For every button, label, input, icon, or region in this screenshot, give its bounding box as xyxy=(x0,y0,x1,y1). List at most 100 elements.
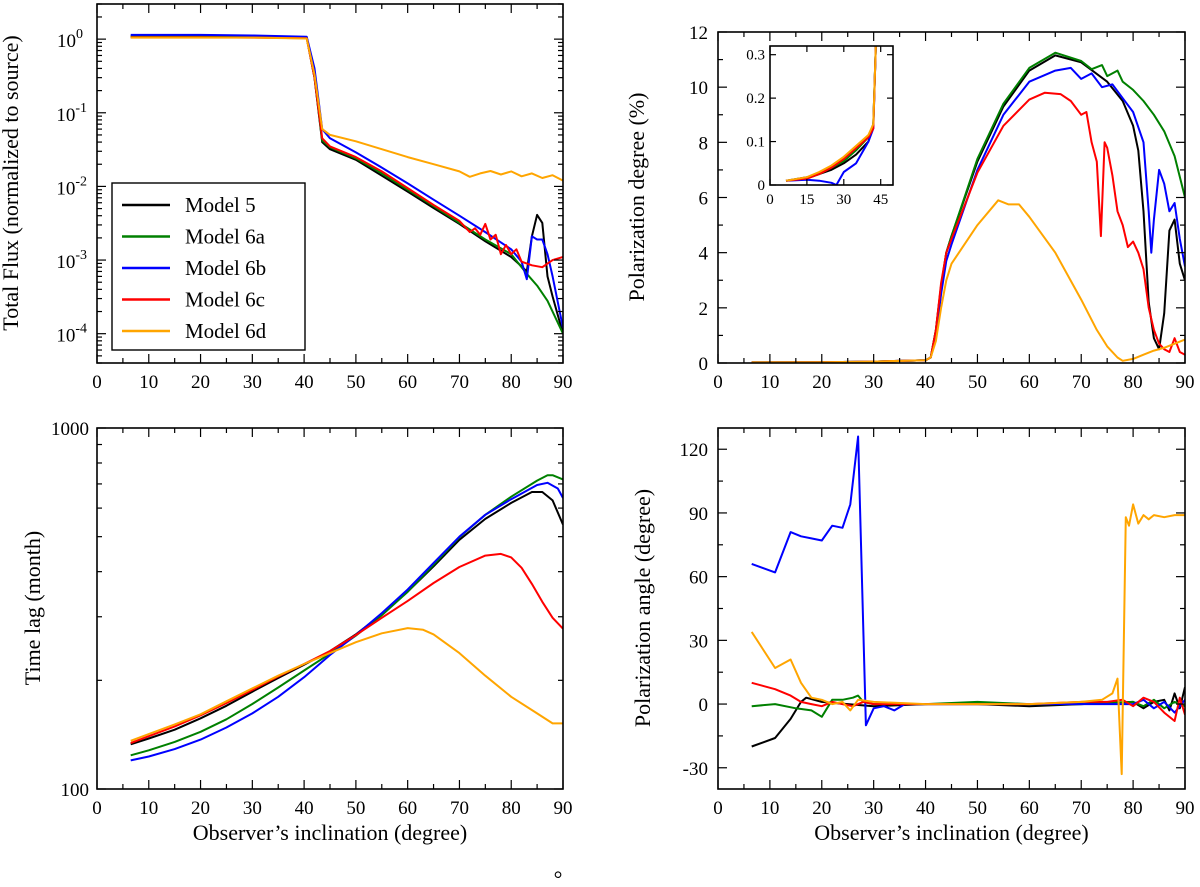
panel-flux: 0 10 20 30 40 50 60 70 80 9010-410-310-210-1100To… xyxy=(0,3,573,393)
legend-label: Model 6a xyxy=(185,225,266,249)
legend-label: Model 6d xyxy=(185,319,267,343)
timelag-xtick-label: 30 xyxy=(243,798,262,819)
poldeg-ytick-label: 6 xyxy=(699,189,709,210)
poldeg-ytick-label: 4 xyxy=(699,244,709,265)
flux-ytick-base: 10 xyxy=(57,31,76,52)
inset-ytick-label: 0.3 xyxy=(746,48,765,64)
flux-series-model-6d xyxy=(130,36,563,182)
poldeg-ytick-label: 8 xyxy=(699,133,709,154)
timelag-series-model-6c xyxy=(130,552,563,745)
flux-ylabel: Total Flux (normalized to source) xyxy=(0,35,23,330)
polang-xtick-label: 50 xyxy=(968,798,987,819)
timelag-series-model-6b xyxy=(130,481,563,762)
flux-xtick-label: 40 xyxy=(295,372,314,393)
timelag-series-model-6d xyxy=(130,627,563,742)
poldeg-series-group xyxy=(751,51,1185,363)
poldeg-ytick-label: 2 xyxy=(699,299,709,320)
poldeg-ytick-label: 0 xyxy=(699,354,709,375)
timelag-ytick-label: 1000 xyxy=(51,419,89,440)
poldeg-xtick-label: 10 xyxy=(760,372,779,393)
flux-ytick-exp: -4 xyxy=(75,322,87,337)
flux-ytick-label: 10-2 xyxy=(56,174,87,199)
flux-ytick-label: 10-1 xyxy=(56,101,87,126)
polang-xtick-label: 90 xyxy=(1176,798,1195,819)
polang-ytick-label: 120 xyxy=(680,440,709,461)
inset-xtick-label: 45 xyxy=(873,192,888,208)
timelag-frame xyxy=(96,427,564,790)
flux-ytick-base: 10 xyxy=(56,178,75,199)
flux-xtick-label: 90 xyxy=(554,372,573,393)
poldeg-ytick-label: 10 xyxy=(689,78,708,99)
flux-ytick-base: 10 xyxy=(56,326,75,347)
inset-ytick-label: 0.1 xyxy=(746,135,765,151)
flux-ytick-exp: -2 xyxy=(75,174,87,189)
flux-ytick-label: 10-4 xyxy=(56,322,87,347)
flux-ytick-label: 100 xyxy=(57,27,83,52)
inset-frame xyxy=(769,45,894,186)
flux-ytick-exp: -1 xyxy=(75,101,87,116)
polang-xtick-label: 0 xyxy=(713,798,723,819)
poldeg-xtick-label: 60 xyxy=(1020,372,1039,393)
polang-xtick-label: 10 xyxy=(760,798,779,819)
polang-ylabel: Polarization angle (degree) xyxy=(630,489,655,727)
poldeg-series-model-6c xyxy=(751,91,1185,363)
polang-ytick-label: 60 xyxy=(689,568,708,589)
inset-series-model-6d xyxy=(785,46,877,182)
timelag-ytick-label: 100 xyxy=(61,780,90,801)
timelag-series-model-6a xyxy=(130,474,563,757)
inset-ytick-label: 0 xyxy=(758,178,766,194)
timelag-xtick-label: 0 xyxy=(92,798,102,819)
footer-mark: ° xyxy=(554,866,563,887)
legend-box xyxy=(111,182,306,351)
flux-ytick-base: 10 xyxy=(56,105,75,126)
polang-ytick-label: 0 xyxy=(699,695,709,716)
poldeg-xtick-label: 90 xyxy=(1176,372,1195,393)
legend-label: Model 5 xyxy=(185,193,256,217)
legend-label: Model 6c xyxy=(185,288,265,312)
poldeg-xtick-label: 50 xyxy=(968,372,987,393)
timelag-xtick-label: 90 xyxy=(554,798,573,819)
polang-series-model-6b xyxy=(751,435,1185,727)
inset-series-model-6b xyxy=(785,46,877,185)
flux-ytick-base: 10 xyxy=(56,252,75,273)
polang-series-group xyxy=(750,435,1185,776)
flux-xtick-label: 50 xyxy=(346,372,365,393)
poldeg-xtick-label: 30 xyxy=(864,372,883,393)
inset-xtick-label: 0 xyxy=(766,192,774,208)
legend-label: Model 6b xyxy=(185,256,266,280)
timelag-ylabel: Time lag (month) xyxy=(20,531,45,685)
flux-xtick-label: 0 xyxy=(92,372,102,393)
polang-ytick-label: -30 xyxy=(683,759,708,780)
poldeg-xtick-label: 70 xyxy=(1072,372,1091,393)
flux-series-group xyxy=(130,33,563,335)
timelag-xtick-label: 10 xyxy=(139,798,158,819)
inset: 0 15 30 45 0 0.1 0.2 0.3 xyxy=(746,45,894,208)
polang-xtick-label: 70 xyxy=(1072,798,1091,819)
flux-xtick-label: 10 xyxy=(139,372,158,393)
inset-series-model-6c xyxy=(785,46,877,182)
flux-xtick-label: 70 xyxy=(450,372,469,393)
panel-polang: 0 10 20 30 40 50 60 70 80 90-300306090120Polariza… xyxy=(630,427,1195,845)
legend: Model 5 Model 6a Model 6b Model 6c Model 6d xyxy=(111,182,306,351)
flux-ytick-exp: 0 xyxy=(76,27,83,42)
timelag-xtick-label: 40 xyxy=(295,798,314,819)
timelag-xtick-label: 70 xyxy=(450,798,469,819)
polang-xtick-label: 20 xyxy=(812,798,831,819)
poldeg-ylabel: Polarization degree (%) xyxy=(624,93,649,302)
polang-xtick-label: 30 xyxy=(864,798,883,819)
timelag-xlabel: Observer’s inclination (degree) xyxy=(193,820,467,845)
poldeg-series-model-6d xyxy=(751,199,1185,363)
flux-ytick-exp: -3 xyxy=(75,248,87,263)
timelag-xtick-label: 80 xyxy=(502,798,521,819)
polang-xtick-label: 60 xyxy=(1020,798,1039,819)
timelag-series-model-5 xyxy=(130,491,563,746)
inset-series-group xyxy=(785,46,877,185)
polang-frame xyxy=(717,427,1186,790)
poldeg-xtick-label: 80 xyxy=(1124,372,1143,393)
flux-xtick-label: 80 xyxy=(502,372,521,393)
polang-ytick-label: 90 xyxy=(689,504,708,525)
flux-ytick-label: 10-3 xyxy=(56,248,87,273)
panel-timelag: 0 10 20 30 40 50 60 70 80 90 100 1000 Time lag (mont… xyxy=(20,419,573,845)
timelag-xtick-label: 50 xyxy=(346,798,365,819)
